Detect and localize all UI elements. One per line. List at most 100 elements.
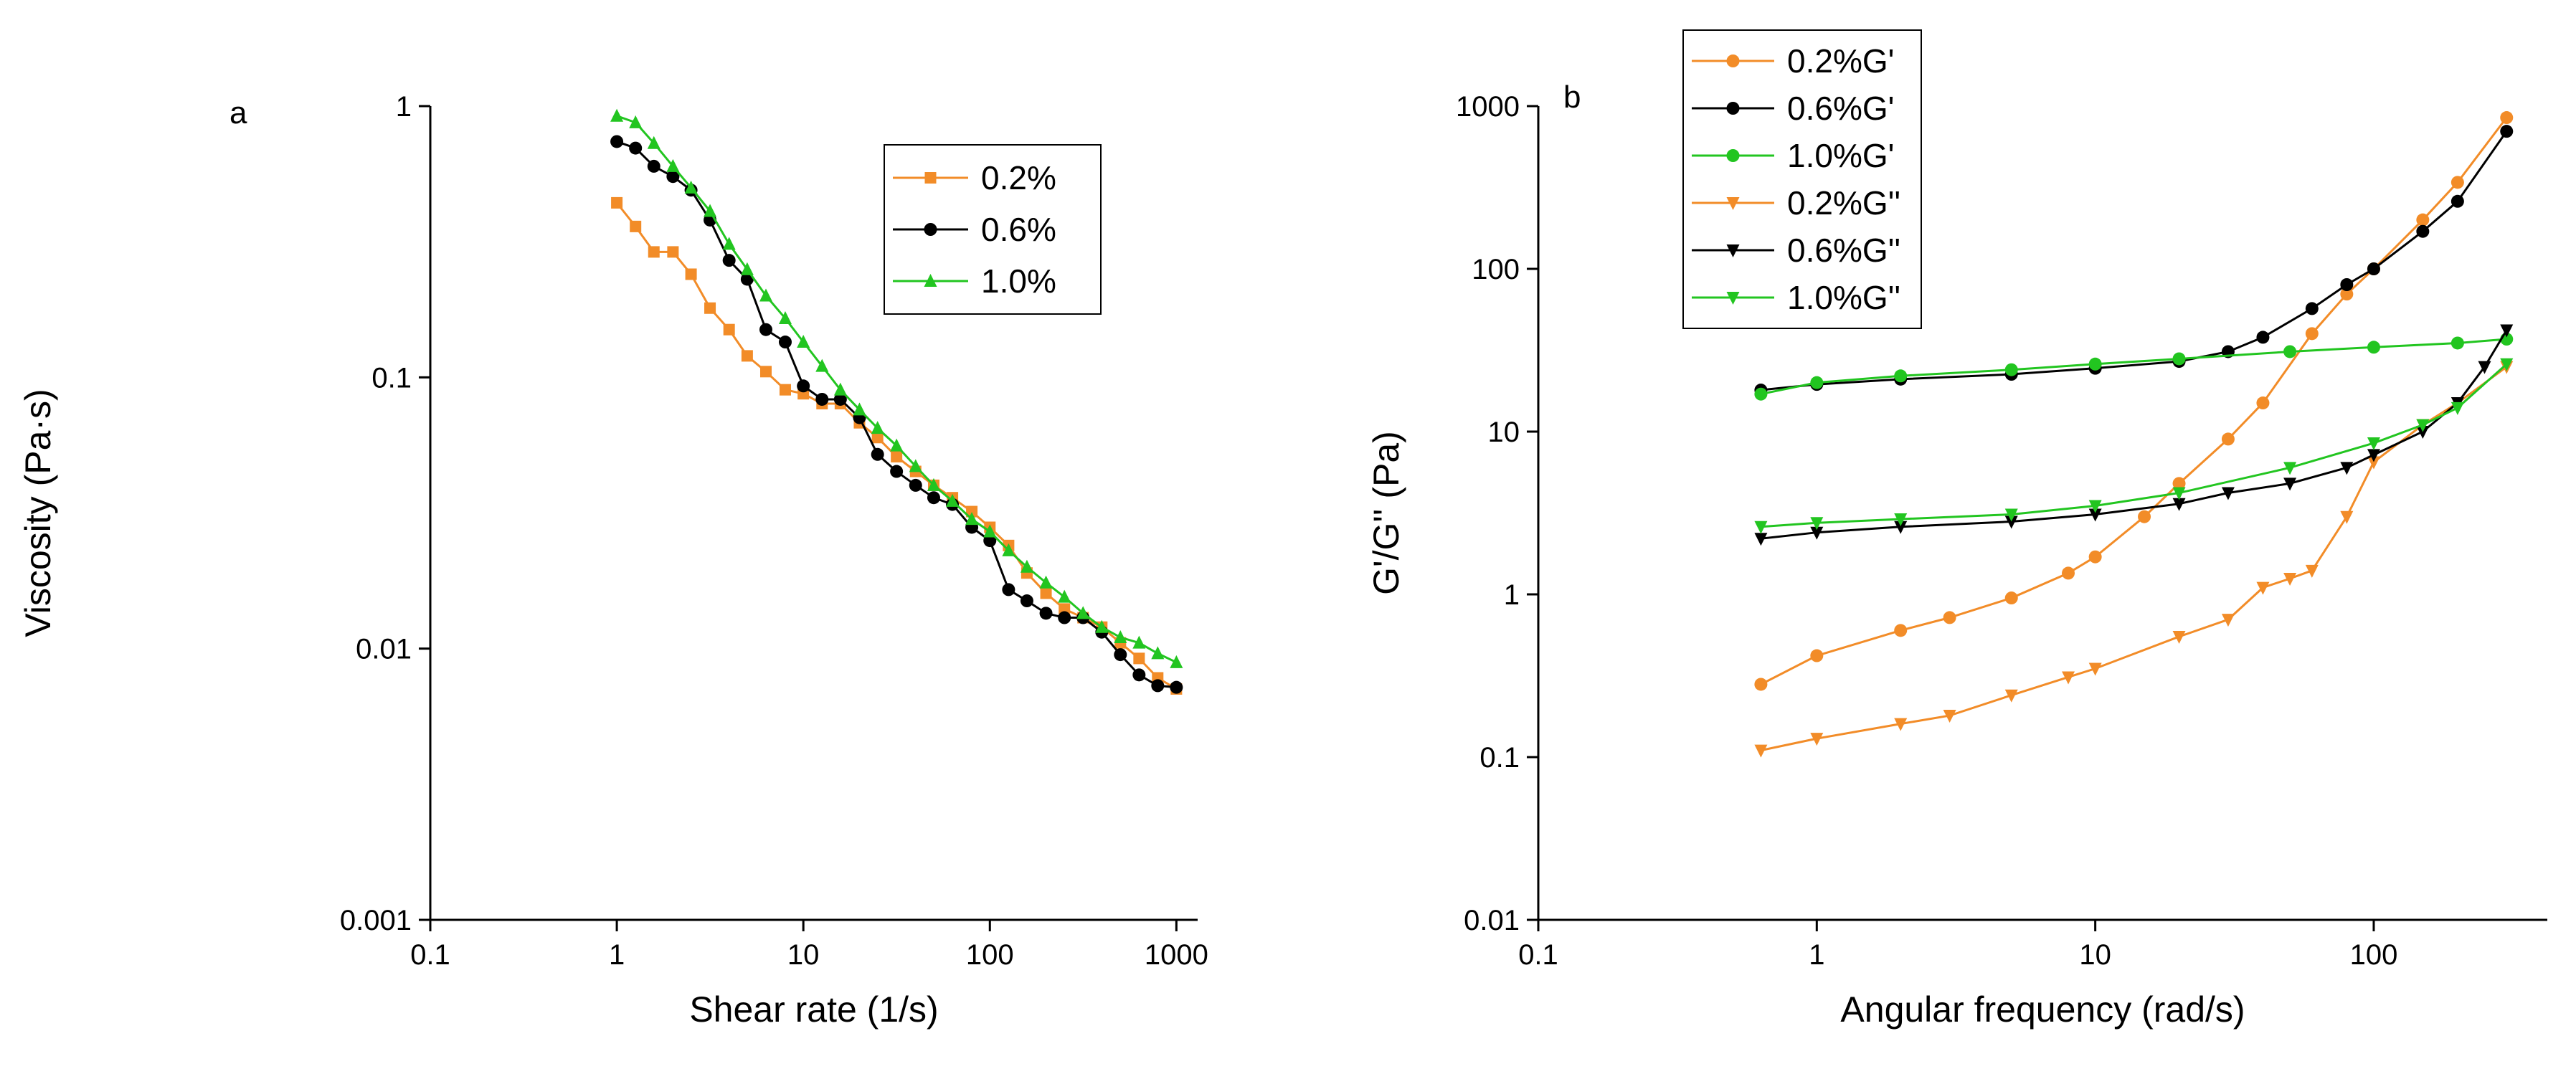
data-point [2450, 176, 2464, 189]
y-axis-title: G'/G'' (Pa) [1366, 431, 1406, 595]
data-point [740, 272, 754, 286]
data-point [2305, 327, 2319, 341]
data-point [759, 323, 772, 336]
panel-label: b [1563, 80, 1581, 115]
data-point [2256, 581, 2270, 595]
data-point [909, 459, 922, 472]
data-point [2340, 277, 2354, 291]
data-point [966, 505, 978, 518]
data-point [1059, 603, 1071, 615]
data-point [611, 196, 623, 209]
chart-a: 0.1 1 10 100 1000 0.001 0.01 0.1 1 Shear rate (1/… [18, 91, 1208, 1030]
data-point [722, 237, 736, 250]
data-point [797, 335, 810, 348]
data-point [1020, 594, 1033, 608]
legend-label: 0.2% [981, 159, 1056, 196]
series-line [1761, 329, 2508, 540]
data-point [759, 366, 772, 378]
y-tick-label: 0.001 [340, 905, 412, 936]
data-point [1943, 611, 1956, 624]
legend-label: 1.0%G' [1787, 137, 1894, 174]
data-point [1754, 521, 1768, 534]
data-point [1810, 733, 1824, 746]
data-point [1114, 648, 1127, 662]
data-point [704, 302, 716, 314]
data-point [2172, 352, 2186, 366]
data-point [1810, 649, 1824, 662]
data-point [871, 447, 884, 461]
legend-label: 0.2%G'' [1787, 184, 1900, 222]
data-point [1894, 624, 1908, 637]
legend-marker [924, 223, 937, 236]
data-point [2500, 125, 2514, 138]
data-point [1170, 655, 1183, 668]
data-point [2283, 462, 2297, 475]
series-0.2%G' [1754, 111, 2514, 691]
data-point [1132, 668, 1146, 682]
data-point [927, 491, 940, 505]
data-point [815, 392, 829, 406]
data-point [1810, 526, 1824, 540]
x-tick-label: 0.1 [410, 939, 450, 971]
data-point [1039, 575, 1053, 589]
data-point [2450, 401, 2464, 415]
x-tick-label: 1 [609, 939, 625, 971]
data-point [1151, 646, 1165, 660]
x-tick-label: 100 [2350, 939, 2398, 971]
data-point [2256, 331, 2270, 344]
data-point [1894, 521, 1908, 534]
legend-marker [1726, 149, 1740, 162]
series-1.0% [610, 108, 1183, 668]
series-line [1761, 130, 2508, 391]
data-point [2367, 437, 2380, 451]
y-tick-label: 100 [1472, 254, 1520, 285]
data-point [1133, 652, 1145, 665]
data-point [1170, 680, 1183, 694]
x-tick-label: 1 [1809, 939, 1824, 971]
data-point [741, 350, 753, 362]
data-point [2062, 671, 2075, 685]
data-point [2305, 302, 2319, 315]
data-point [2256, 396, 2270, 410]
data-point [2172, 477, 2186, 490]
data-point [2283, 345, 2297, 358]
data-point [2172, 630, 2186, 644]
data-point [1058, 589, 1071, 603]
series-1.0%G'' [1754, 358, 2514, 534]
data-point [723, 323, 735, 336]
data-point [1020, 559, 1033, 573]
data-point [1894, 718, 1908, 731]
data-point [815, 358, 829, 372]
legend: 0.2%G' 0.6%G' 1.0%G' 0.2%G'' 0.6%G'' 1.0%G'' [1682, 29, 1922, 329]
legend-marker [1726, 102, 1740, 115]
data-point [1058, 611, 1071, 624]
y-tick-label: 1 [396, 91, 412, 123]
data-point [983, 524, 997, 538]
data-point [2340, 287, 2354, 301]
data-point [965, 512, 979, 526]
data-point [1894, 513, 1908, 527]
data-point [2450, 194, 2464, 208]
data-point [1754, 387, 1768, 401]
x-tick-label: 10 [2079, 939, 2111, 971]
data-point [779, 384, 791, 396]
legend: 0.2% 0.6% 1.0% [884, 144, 1102, 315]
legend-label: 0.6%G'' [1787, 232, 1900, 269]
data-point [2340, 462, 2354, 475]
data-point [630, 220, 642, 232]
data-point [2367, 456, 2380, 470]
panel-label: a [229, 95, 247, 130]
legend-label: 0.6%G' [1787, 90, 1894, 127]
data-point [1039, 607, 1053, 620]
data-point [1151, 679, 1165, 693]
data-point [2416, 224, 2430, 238]
y-tick-label: 0.1 [1479, 742, 1520, 774]
data-point [2004, 508, 2018, 522]
data-point [1810, 517, 1824, 531]
series-0.2%G'' [1754, 361, 2514, 758]
data-point [833, 392, 847, 406]
x-tick-label: 1000 [1145, 939, 1208, 971]
data-point [610, 135, 624, 148]
data-point [2138, 510, 2151, 523]
data-point [1002, 543, 1015, 556]
